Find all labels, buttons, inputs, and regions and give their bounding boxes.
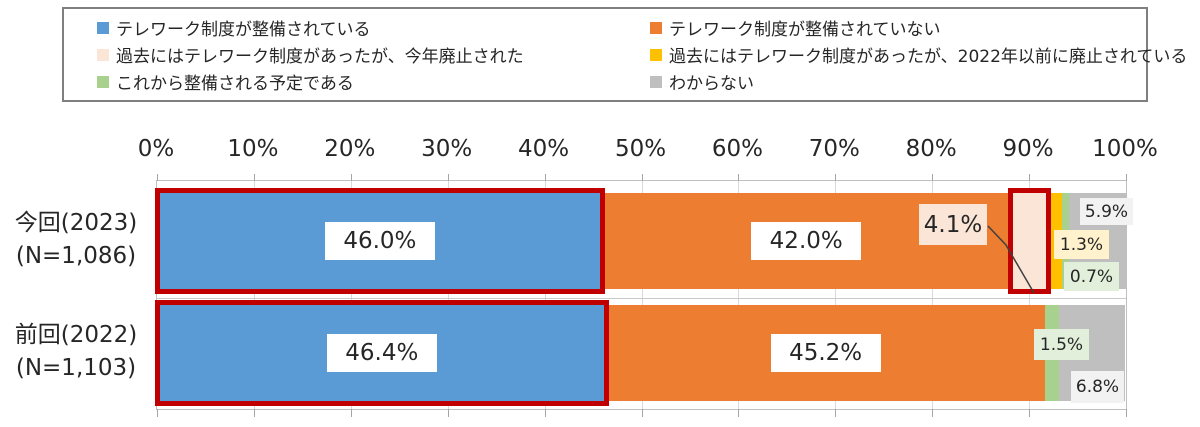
highlight-box [155,188,605,294]
x-axis-label: 90% [1002,136,1054,162]
axis-tick [641,409,643,417]
x-axis-label: 60% [711,136,763,162]
data-label: 46.4% [326,334,437,372]
legend: テレワーク制度が整備されている テレワーク制度が整備されていない過去にはテレワーク… [62,7,1187,102]
legend-item: テレワーク制度が整備されている [97,15,650,40]
axis-tick [350,409,352,417]
x-axis-label: 50% [614,136,667,162]
data-label: 1.3% [1054,230,1109,259]
legend-label: テレワーク制度が整備されていない [669,20,941,40]
data-label: 46.0% [324,222,435,260]
data-label: 5.9% [1080,198,1133,225]
gridline [253,181,255,409]
gridline [1029,181,1031,409]
x-axis-label: 0% [137,136,175,162]
x-axis-label: 30% [421,136,473,162]
bar-segment [1009,193,1050,289]
highlight-box [1007,188,1052,294]
axis-tick [157,174,158,181]
legend-swatch-icon [650,21,662,34]
category-n: (N=1,086) [15,243,137,269]
axis-tick [350,174,352,181]
category-row-2022: 前回(2022) (N=1,103) [0,319,152,385]
callout-leader-line [987,225,1035,294]
x-axis-label: 10% [227,136,279,162]
category-label: 今回(2023) [14,210,138,236]
legend-swatch-icon [97,75,109,88]
axis-tick [1126,174,1127,181]
axis-tick [253,174,255,181]
legend-label: わからない [669,74,754,94]
axis-tick [157,409,158,417]
category-n: (N=1,103) [15,355,137,381]
plot-area: 46.0% 42.0% 46.4% 45.2% 4.1% 5.9% 1.3% 0.7% 1.5%… [155,174,1133,417]
axis-tick [932,409,934,417]
x-axis-label: 40% [518,136,570,162]
x-axis-label: 80% [905,136,957,162]
axis-tick [835,409,837,417]
data-label: 42.0% [751,222,862,260]
axis-tick [641,174,643,181]
axis-tick [544,409,546,417]
axis-tick [253,409,255,417]
legend-item: これから整備される予定である [97,69,650,94]
legend-label: テレワーク制度が整備されている [116,20,371,40]
gridline [835,181,837,409]
legend-swatch-icon [650,48,662,61]
legend-label: これから整備される予定である [116,74,354,94]
axis-tick [738,409,740,417]
gridline [641,181,643,409]
legend-label: 過去にはテレワーク制度があったが、今年廃止された [116,47,524,67]
gridline [447,181,449,409]
x-axis-label: 70% [808,136,860,162]
data-label: 6.8% [1071,371,1124,403]
legend-item: わからない [650,69,1187,94]
legend-label: 過去にはテレワーク制度があったが、2022年以前に廃止されている [669,47,1188,67]
gridline [544,181,546,409]
legend-swatch-icon [97,21,109,34]
data-label: 45.2% [770,334,881,372]
legend-swatch-icon [97,48,109,61]
highlight-box [155,300,609,406]
x-axis-label: 100% [1092,136,1158,162]
legend-item: 過去にはテレワーク制度があったが、今年廃止された [97,42,650,67]
axis-tick [1126,409,1127,417]
legend-swatch-icon [650,75,662,88]
axis-tick [447,409,449,417]
axis-tick [738,174,740,181]
gridline [350,181,352,409]
axis-tick [447,174,449,181]
gridline [738,181,740,409]
category-row-2023: 今回(2023) (N=1,086) [0,207,152,273]
legend-item: テレワーク制度が整備されていない [650,15,1187,40]
category-separator-gridline [157,298,1126,299]
axis-tick [932,174,934,181]
x-axis-label: 20% [324,136,376,162]
data-label: 1.5% [1034,329,1089,360]
x-axis: 0% 10% 20% 30% 40% 50% 60% 70% 80% 90% 100% [0,136,1200,172]
axis-tick [544,174,546,181]
axis-tick [1029,174,1031,181]
gridline [932,181,934,409]
legend-item: 過去にはテレワーク制度があったが、2022年以前に廃止されている [650,42,1187,67]
axis-tick [1029,409,1031,417]
data-label: 4.1% [919,204,987,245]
category-label: 前回(2022) [14,322,138,348]
data-label: 0.7% [1064,262,1119,291]
axis-tick [835,174,837,181]
